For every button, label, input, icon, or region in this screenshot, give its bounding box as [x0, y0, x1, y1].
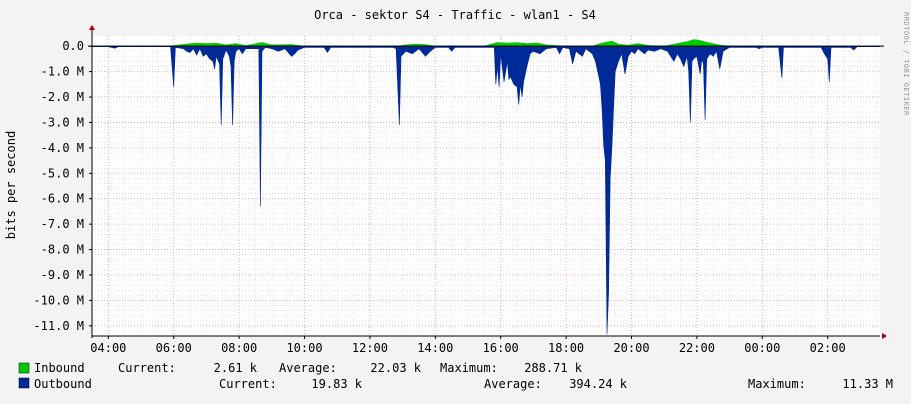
- series-area-outbound: [91, 45, 881, 335]
- inbound-average-label: Average:: [279, 361, 337, 375]
- axes: [88, 25, 887, 339]
- x-tick-label: 16:00: [483, 341, 519, 355]
- inbound-maximum-value: 288.71 k: [524, 361, 583, 375]
- legend-label-inbound: Inbound: [34, 361, 85, 375]
- y-tick-label: -11.0 M: [33, 319, 84, 333]
- y-tick-label: -10.0 M: [33, 293, 84, 307]
- y-tick-label: -3.0 M: [41, 115, 84, 129]
- grid-lines: [92, 36, 880, 337]
- x-tick-label: 14:00: [417, 341, 453, 355]
- plot-area: [92, 36, 880, 336]
- series-layer: [91, 39, 881, 335]
- y-tick-label: -8.0 M: [41, 243, 84, 257]
- y-tick-label: -9.0 M: [41, 268, 84, 282]
- outbound-maximum-label: Maximum:: [748, 377, 806, 391]
- chart-title: Orca - sektor S4 - Traffic - wlan1 - S4: [314, 8, 596, 22]
- y-tick-labels: 0.0 -1.0 M -2.0 M -3.0 M -4.0 M -5.0 M -6.0 M -…: [33, 39, 92, 333]
- x-axis-arrow-icon: [882, 333, 887, 339]
- outbound-average-value: 394.24 k: [569, 377, 628, 391]
- y-tick-label: 0.0: [62, 39, 84, 53]
- x-tick-label: 22:00: [679, 341, 715, 355]
- inbound-current-label: Current:: [118, 361, 176, 375]
- y-tick-label: -7.0 M: [41, 217, 84, 231]
- outbound-current-value: 19.83 k: [311, 377, 362, 391]
- y-tick-label: -4.0 M: [41, 141, 84, 155]
- y-tick-label: -1.0 M: [41, 65, 84, 79]
- outbound-current-label: Current:: [219, 377, 277, 391]
- inbound-maximum-label: Maximum:: [440, 361, 498, 375]
- x-tick-label: 12:00: [352, 341, 388, 355]
- y-axis-label: bits per second: [4, 131, 18, 239]
- y-tick-label: -5.0 M: [41, 166, 84, 180]
- x-tick-labels: 04:00 06:00 08:00 10:00 12:00 14:00 16:00 18:00…: [90, 336, 846, 355]
- series-area-inbound: [92, 39, 880, 47]
- y-tick-label: -6.0 M: [41, 192, 84, 206]
- legend-label-outbound: Outbound: [34, 377, 92, 391]
- x-tick-label: 18:00: [548, 341, 584, 355]
- outbound-average-label: Average:: [484, 377, 542, 391]
- x-tick-label: 08:00: [221, 341, 257, 355]
- inbound-average-value: 22.03 k: [370, 361, 421, 375]
- legend: Inbound Current: 2.61 k Average: 22.03 k…: [18, 361, 893, 391]
- x-tick-label: 10:00: [286, 341, 322, 355]
- inbound-current-value: 2.61 k: [214, 361, 258, 375]
- y-tick-label: -2.0 M: [41, 90, 84, 104]
- x-tick-label: 00:00: [744, 341, 780, 355]
- legend-swatch-inbound: [18, 362, 30, 374]
- x-tick-label: 02:00: [810, 341, 846, 355]
- legend-swatch-outbound: [18, 377, 30, 389]
- outbound-maximum-value: 11.33 M: [842, 377, 893, 391]
- x-tick-label: 06:00: [156, 341, 192, 355]
- x-tick-label: 04:00: [90, 341, 126, 355]
- watermark-text: RRDTOOL / TOBI OETIKER: [902, 12, 910, 116]
- x-tick-label: 20:00: [613, 341, 649, 355]
- y-axis-arrow-icon: [89, 25, 95, 30]
